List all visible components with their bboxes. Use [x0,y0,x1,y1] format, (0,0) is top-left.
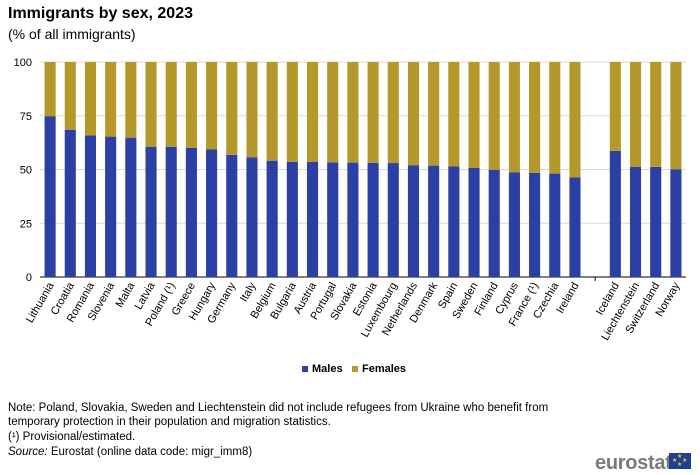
bar-females [206,62,218,150]
bar-females [266,62,278,161]
bar-females [246,62,258,158]
provisional-note: (¹) Provisional/estimated. [8,431,136,443]
bar-females [306,62,319,162]
bar-males [367,162,379,277]
eurostat-logo[interactable]: eurostat [595,452,672,474]
bar-males [609,150,621,277]
bar-females [226,62,238,155]
bar-females [468,62,480,168]
bar-males [145,146,157,277]
bar-males [407,165,420,277]
bar-males [246,157,258,277]
legend-label-females: Females [362,363,406,375]
bar-females [84,62,97,136]
bar-females [407,62,420,166]
bar-males [206,149,218,277]
bar-females [327,62,339,163]
bar-males [508,172,520,277]
bar-females [185,62,197,148]
bar-males [84,135,97,277]
bar-females [367,62,379,163]
y-tick-label: 75 [20,111,32,123]
bar-males [468,167,480,277]
bar-males [569,177,581,277]
bar-females [569,62,581,178]
bar-males [428,165,440,277]
bar-females [125,62,137,138]
bar-females [387,62,399,164]
source-text: Eurostat (online data code: migr_imm8) [47,446,253,458]
bar-males [306,161,319,277]
bar-females [105,62,117,137]
bar-females [508,62,520,173]
legend-swatch-females [352,366,358,372]
eu-flag-icon: ★ ★ ★ ★ [669,453,691,469]
bar-males [226,154,238,277]
bar-males [185,147,197,277]
bar-females [609,62,621,151]
bar-females [529,62,541,173]
chart-title: Immigrants by sex, 2023 [8,5,193,22]
bar-males [347,162,359,277]
source-label: Source: [8,446,48,458]
bar-females [428,62,440,166]
bar-males [488,169,500,277]
y-tick-label: 100 [14,57,32,69]
bar-females [286,62,298,162]
bar-females [488,62,500,170]
bar-females [549,62,561,174]
bar-males [105,136,117,277]
bar-females [44,62,56,117]
y-tick-label: 50 [20,165,32,177]
bar-males [549,173,561,277]
bar-females [347,62,359,163]
bar-males [529,172,541,277]
bar-males [44,116,56,278]
bar-females [629,62,642,167]
chart-subtitle: (% of all immigrants) [8,26,136,42]
bar-males [387,163,399,277]
legend-label-males: Males [312,363,343,375]
bar-males [286,161,298,277]
bar-males [629,166,642,277]
bar-males [266,160,278,277]
bar-males [125,137,137,277]
bar-females [650,62,662,167]
note-text: Note: Poland, Slovakia, Sweden and Liech… [8,402,549,428]
legend-swatch-males [302,366,308,372]
x-tick-label: Lithuania [24,280,57,325]
bar-males [448,166,460,277]
bar-males [327,162,339,277]
bar-males [64,129,76,277]
source-note: Source: Eurostat (online data code: migr… [8,445,568,459]
stacked-bar-chart: 0255075100LithuaniaCroatiaRomaniaSloveni… [14,57,686,375]
y-tick-label: 25 [20,218,32,230]
bar-females [165,62,177,147]
bar-females [670,62,682,170]
y-tick-label: 0 [26,272,32,284]
bar-males [650,166,662,277]
bar-females [145,62,157,147]
bar-females [448,62,460,167]
bar-males [670,169,682,277]
x-tick-label: Italy [238,280,259,304]
bar-males [165,146,177,277]
bar-females [64,62,76,130]
